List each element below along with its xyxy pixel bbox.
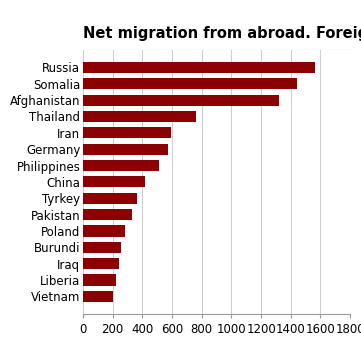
Bar [83,242,121,253]
Bar [83,209,132,220]
Bar [83,95,279,106]
Bar [83,193,137,204]
Bar [83,144,168,155]
Bar [83,78,297,89]
Bar [83,127,171,138]
Bar [83,62,314,73]
Bar [83,258,119,269]
Bar [83,275,116,286]
Bar [83,111,196,122]
Bar [83,225,125,237]
Bar [83,160,160,171]
Bar [83,291,113,302]
Text: Net migration from abroad. Foreign citizens. 2003: Net migration from abroad. Foreign citiz… [83,26,361,41]
Bar [83,176,145,187]
